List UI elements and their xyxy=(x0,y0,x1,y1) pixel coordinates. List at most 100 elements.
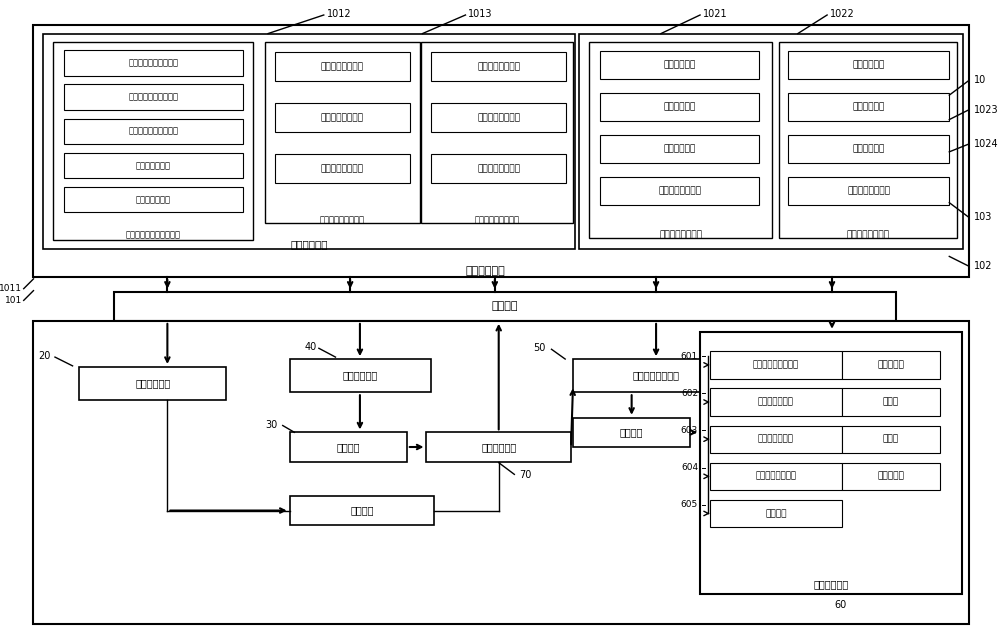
Text: 湿度检测装置: 湿度检测装置 xyxy=(853,102,885,111)
Text: 通讯模块: 通讯模块 xyxy=(350,505,374,516)
Bar xyxy=(600,135,759,163)
Text: 冷温泵: 冷温泵 xyxy=(883,398,899,406)
Text: 持续调优控制模块: 持续调优控制模块 xyxy=(633,371,680,380)
Bar xyxy=(53,43,253,240)
Text: 冷温水控制单元: 冷温水控制单元 xyxy=(758,398,794,406)
Text: 室内环境参数单元: 室内环境参数单元 xyxy=(659,231,702,239)
Bar xyxy=(64,119,243,144)
Bar xyxy=(788,93,949,121)
Text: 1023: 1023 xyxy=(974,105,998,115)
Text: 气压检测装置: 气压检测装置 xyxy=(663,144,696,154)
Text: 空调主机: 空调主机 xyxy=(765,509,787,518)
Text: 空调供回水压力传感器: 空调供回水压力传感器 xyxy=(128,93,178,102)
Text: 供回水流量传感器: 供回水流量传感器 xyxy=(477,164,520,173)
Bar xyxy=(779,43,957,238)
Text: 水（风）量控制单元: 水（风）量控制单元 xyxy=(753,361,799,370)
Text: 1013: 1013 xyxy=(468,9,493,19)
Text: 603: 603 xyxy=(681,426,698,435)
Text: 冷却塔风机: 冷却塔风机 xyxy=(877,472,904,481)
Bar xyxy=(275,103,410,132)
Text: 102: 102 xyxy=(974,261,992,271)
Text: 101: 101 xyxy=(4,296,22,305)
Text: 工艺数据单元: 工艺数据单元 xyxy=(290,239,328,249)
Text: 60: 60 xyxy=(835,600,847,610)
Text: 1012: 1012 xyxy=(327,9,351,19)
Bar xyxy=(275,154,410,183)
Text: 通讯模块: 通讯模块 xyxy=(620,427,643,438)
Text: 供回水温度传感器: 供回水温度传感器 xyxy=(321,62,364,71)
Text: 40: 40 xyxy=(305,342,317,352)
Bar xyxy=(710,425,842,453)
Bar xyxy=(79,367,226,400)
Text: 动态模拟模块: 动态模拟模块 xyxy=(343,371,378,380)
Text: 通讯模块: 通讯模块 xyxy=(336,442,360,452)
Text: 温度检测装置: 温度检测装置 xyxy=(853,60,885,69)
Bar xyxy=(431,154,566,183)
Bar xyxy=(600,51,759,79)
Text: 605: 605 xyxy=(681,500,698,509)
Text: 空调供回水流量传感器: 空调供回水流量传感器 xyxy=(128,127,178,136)
Bar xyxy=(431,103,566,132)
Text: 供回水压力传感器: 供回水压力传感器 xyxy=(477,113,520,122)
Text: 601: 601 xyxy=(681,352,698,361)
Text: 1022: 1022 xyxy=(830,9,855,19)
Text: 通讯模块: 通讯模块 xyxy=(491,301,518,311)
Bar xyxy=(64,153,243,178)
Bar xyxy=(573,418,690,447)
Bar xyxy=(600,177,759,204)
Text: 阀执行机构: 阀执行机构 xyxy=(877,361,904,370)
Text: 风口风量传感器: 风口风量传感器 xyxy=(136,161,171,170)
Text: 温度检测装置: 温度检测装置 xyxy=(663,60,696,69)
Bar xyxy=(842,463,940,490)
Text: 室外环境参数单元: 室外环境参数单元 xyxy=(847,231,890,239)
Bar xyxy=(600,93,759,121)
Text: 50: 50 xyxy=(533,344,546,353)
Text: 冷却风机控制单元: 冷却风机控制单元 xyxy=(755,472,796,481)
Bar xyxy=(842,351,940,378)
Text: 水（风）量工况检测装置: 水（风）量工况检测装置 xyxy=(125,231,180,239)
Bar xyxy=(290,359,431,392)
Bar xyxy=(842,389,940,416)
Bar xyxy=(710,389,842,416)
Bar xyxy=(579,34,963,248)
Bar xyxy=(290,432,407,462)
Text: 湿度检测装置: 湿度检测装置 xyxy=(663,102,696,111)
Bar xyxy=(64,84,243,110)
Bar xyxy=(788,135,949,163)
Text: 1011: 1011 xyxy=(0,284,22,293)
Bar xyxy=(275,52,410,81)
Text: 604: 604 xyxy=(681,463,698,472)
Bar xyxy=(290,496,434,525)
Text: 供回水温度传感器: 供回水温度传感器 xyxy=(477,62,520,71)
Text: 20: 20 xyxy=(39,351,51,361)
Bar xyxy=(710,351,842,378)
Bar xyxy=(265,43,420,223)
Text: 10: 10 xyxy=(974,74,986,84)
Bar xyxy=(64,187,243,213)
Bar xyxy=(700,331,962,594)
Text: 数据采集模块: 数据采集模块 xyxy=(465,266,505,276)
Bar xyxy=(842,425,940,453)
Text: 1024: 1024 xyxy=(974,139,998,149)
Text: 冷温水工况检测装置: 冷温水工况检测装置 xyxy=(320,216,365,225)
Text: 气压检测装置: 气压检测装置 xyxy=(853,144,885,154)
Bar xyxy=(114,291,896,321)
Bar xyxy=(33,321,969,624)
Text: 冷却水工况检测装置: 冷却水工况检测装置 xyxy=(474,216,519,225)
Text: 空气质量检测装置: 空气质量检测装置 xyxy=(847,187,890,196)
Text: 602: 602 xyxy=(681,389,698,398)
Bar xyxy=(43,34,575,248)
Text: 空调供回水温度传感器: 空调供回水温度传感器 xyxy=(128,58,178,67)
Bar xyxy=(788,51,949,79)
Text: 30: 30 xyxy=(266,420,278,429)
Bar xyxy=(64,50,243,76)
Bar xyxy=(431,52,566,81)
Bar xyxy=(589,43,772,238)
Text: 冷却泵: 冷却泵 xyxy=(883,435,899,444)
Text: 人机界面模块: 人机界面模块 xyxy=(481,442,516,452)
Bar xyxy=(426,432,571,462)
Text: 冷却水控制单元: 冷却水控制单元 xyxy=(758,435,794,444)
Text: 供回水压力传感器: 供回水压力传感器 xyxy=(321,113,364,122)
Text: 数据存储模块: 数据存储模块 xyxy=(135,378,170,389)
Text: 103: 103 xyxy=(974,212,992,222)
